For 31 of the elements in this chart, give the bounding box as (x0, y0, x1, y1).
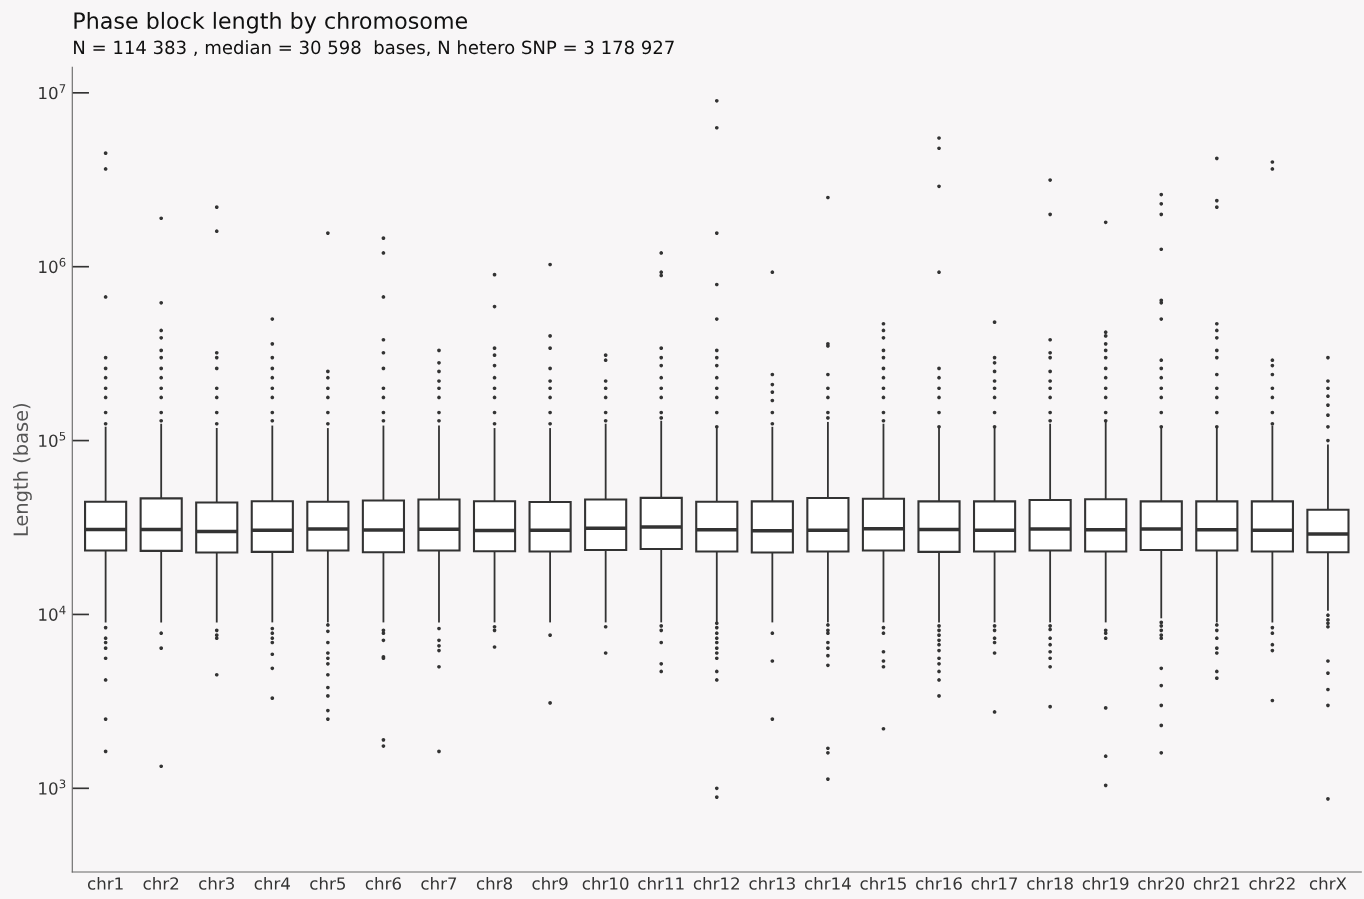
y-tick-label: 10$^{7}$ (39, 84, 66, 100)
chart-subtitle: N = 114 383 , median = 30 598 bases, N hetero SNP = 3 178 927 (74, 40, 674, 57)
x-tick-label: chr5 (310, 876, 345, 890)
x-tick-label: chr16 (916, 876, 962, 890)
chart-title: Phase block length by chromosome (74, 11, 468, 34)
x-tick-label: chr15 (860, 876, 906, 890)
x-tick-label: chr6 (365, 876, 401, 890)
y-axis-title: Length (base) (13, 404, 32, 536)
x-tick-label: chr10 (582, 876, 629, 890)
x-tick-label: chr2 (143, 876, 179, 890)
x-tick-label: chr11 (638, 876, 684, 890)
x-tick-label: chr22 (1249, 876, 1295, 890)
x-tick-label: chr19 (1082, 876, 1129, 890)
x-tick-label: chr17 (971, 876, 1018, 890)
x-tick-label: chr7 (421, 876, 457, 890)
y-tick-label: 10$^{3}$ (39, 779, 66, 795)
x-tick-label: chr9 (532, 876, 568, 890)
y-tick-label: 10$^{5}$ (39, 431, 66, 448)
y-tick-label: 10$^{6}$ (39, 257, 66, 274)
x-tick-label: chr13 (749, 876, 795, 890)
x-tick-label: chr12 (693, 876, 740, 890)
x-tick-label: chr4 (254, 876, 290, 890)
x-tick-label: chr8 (476, 876, 512, 890)
x-tick-label: chr18 (1027, 876, 1073, 890)
x-tick-label: chr1 (87, 876, 123, 890)
x-tick-label: chr14 (804, 876, 851, 890)
x-tick-label: chr20 (1138, 876, 1185, 890)
x-tick-label: chrX (1309, 876, 1347, 890)
x-tick-label: chr3 (199, 876, 234, 890)
y-tick-label: 10$^{4}$ (39, 605, 66, 621)
x-tick-label: chr21 (1193, 876, 1240, 890)
